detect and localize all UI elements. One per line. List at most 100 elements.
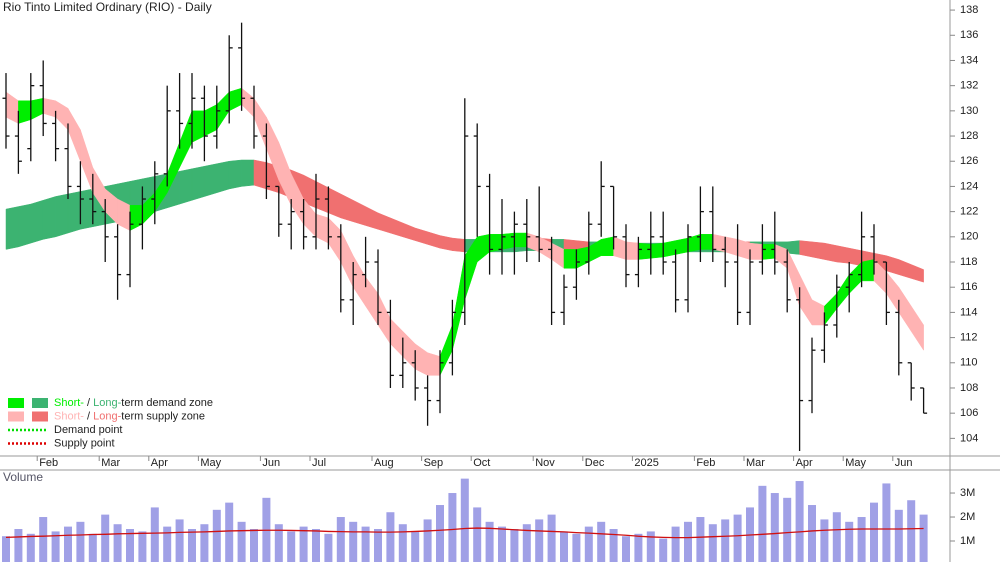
legend-text: / [84,410,93,422]
volume-bar [510,529,519,562]
volume-bar [101,514,110,562]
y-tick-label: 118 [960,256,978,268]
zone-segment [30,199,44,244]
volume-bar [721,519,730,562]
zone-segment [452,237,466,253]
volume-bar [634,533,643,562]
volume-bar [473,507,482,562]
x-tick-label: May [845,457,866,469]
volume-bar [64,526,72,562]
volume-bar [299,526,308,562]
volume-bar [783,497,792,562]
zone-segment [700,234,714,250]
volume-bar [733,514,742,562]
volume-bar [411,531,420,562]
y-tick-label: 128 [960,130,978,142]
y-tick-label: 112 [960,331,978,343]
volume-bar [76,521,85,562]
y-tick-label: 108 [960,382,978,394]
zone-segment [42,196,56,240]
zone-segment [439,235,453,251]
legend-text: term demand zone [121,397,213,409]
volume-bar [584,526,593,562]
legend-text: Long- [93,410,121,422]
legend-swatch [32,411,48,422]
x-tick-label: Nov [535,457,555,469]
y-tick-label: 3M [960,487,975,499]
x-tick-label: Mar [746,457,765,469]
volume-bar [758,485,767,562]
legend-label: Short- / Long-term demand zone [54,397,213,409]
volume-bar [795,481,804,562]
zone-segment [427,352,441,376]
volume-bar [808,505,816,562]
x-tick-label: Jun [262,457,280,469]
x-tick-label: Dec [585,457,605,469]
y-tick-label: 2M [960,511,975,523]
volume-bar [126,529,134,562]
y-tick-label: 110 [960,357,978,369]
legend-text: term supply zone [121,410,205,422]
volume-bar [436,505,444,562]
zone-segment [67,191,81,234]
zone-segment [514,232,528,248]
zone-segment [80,188,94,230]
x-tick-label: Feb [696,457,715,469]
volume-bar [832,512,841,562]
volume-bar [857,517,866,562]
x-tick-label: Mar [101,457,120,469]
volume-bar [2,536,10,562]
zone-segment [762,244,776,260]
zone-segment [191,165,205,201]
volume-bar [88,533,97,562]
zone-segment [824,242,838,263]
volume-bar [622,536,630,562]
volume-bar [14,529,23,562]
volume-bar [894,509,903,562]
zone-segment [625,241,639,260]
y-tick-label: 122 [960,206,978,218]
price-bars [2,22,928,451]
y-tick-label: 138 [960,4,978,16]
zone-segment [848,247,862,267]
zone-segment [241,159,255,187]
volume-bar [597,521,606,562]
volume-bar [225,502,234,562]
zone-segment [749,242,763,260]
volume-average [5,527,924,539]
volume-bar [460,478,469,562]
zone-segment [910,264,924,283]
volume-bar [374,529,382,562]
y-tick-label: 106 [960,407,978,419]
volume-bar [485,521,494,562]
chart-title: Rio Tinto Limited Ordinary (RIO) - Daily [3,0,212,14]
x-tick-label: Apr [796,457,813,469]
zone-segment [836,245,850,264]
y-tick-label: 134 [960,54,978,66]
volume-bar [820,519,829,562]
legend-text: Short- [54,397,84,409]
volume-bar [200,524,209,562]
legend-swatch [32,398,48,408]
zone-segment [179,168,193,205]
legend-swatch [8,411,24,422]
volume-bar [250,529,258,562]
volume-bar [907,500,916,562]
legend-text: Supply point [54,437,115,449]
legend-swatch [8,398,24,408]
volume-label: Volume [3,470,43,484]
x-tick-label: Oct [473,457,490,469]
volume-bar [560,531,568,562]
y-tick-label: 124 [960,180,978,192]
volume-bar [522,524,531,562]
zone-segment [55,193,69,238]
zone-segment [799,240,813,258]
volume-bar [646,531,655,562]
volume-bar [138,531,147,562]
legend-text: Short- [54,410,84,422]
volume-bar [659,538,668,562]
x-tick-label: Aug [374,457,394,469]
volume-bar [51,531,60,562]
